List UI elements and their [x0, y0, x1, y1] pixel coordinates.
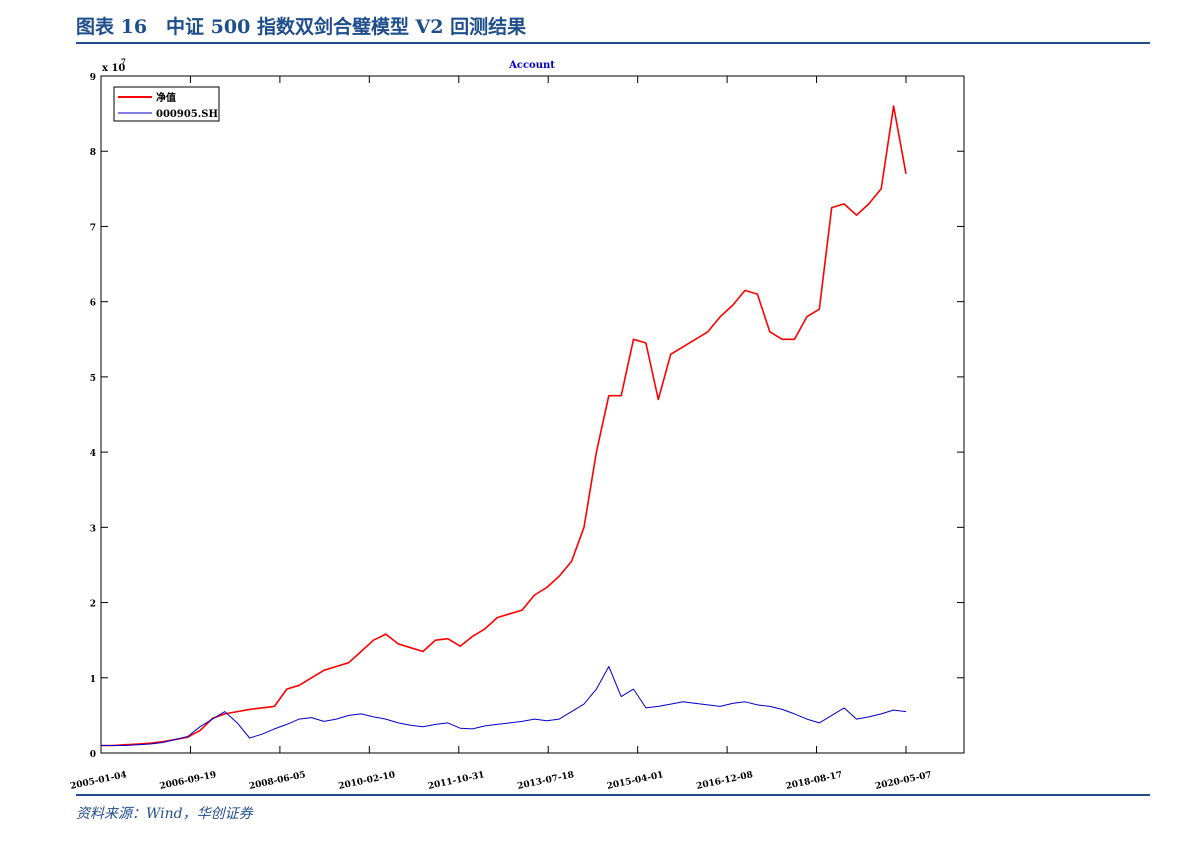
bottom-rule [76, 794, 1150, 796]
y-tick-label: 9 [90, 73, 96, 83]
series-line-net-value [101, 105, 907, 747]
y-exponent-power: 7 [121, 57, 126, 66]
y-tick-label: 7 [90, 223, 96, 233]
y-tick-label: 3 [90, 524, 96, 534]
y-tick-label: 4 [90, 449, 96, 459]
series-layer [101, 105, 907, 747]
y-exponent-base: x 10 [102, 63, 125, 74]
y-tick-label: 0 [90, 750, 96, 760]
y-tick-label: 8 [90, 148, 96, 158]
top-rule [76, 42, 1150, 44]
figure-title: 图表 16 中证 500 指数双剑合璧模型 V2 回测结果 [76, 16, 527, 38]
legend-label-index: 000905.SH [156, 109, 218, 120]
y-tick-label: 5 [90, 374, 96, 384]
y-tick-label: 6 [90, 299, 96, 309]
y-tick-label: 1 [90, 675, 96, 685]
plot-area [100, 75, 965, 754]
legend-label-net-value: 净值 [156, 91, 176, 104]
chart-title: Account [508, 60, 555, 71]
series-line-index [101, 666, 907, 746]
y-exponent-label: x 10 7 [102, 57, 126, 74]
source-note: 资料来源：Wind，华创证券 [76, 806, 253, 822]
legend: 净值 000905.SH [113, 86, 220, 122]
legend-box [113, 86, 220, 122]
y-tick-label: 2 [90, 600, 96, 610]
